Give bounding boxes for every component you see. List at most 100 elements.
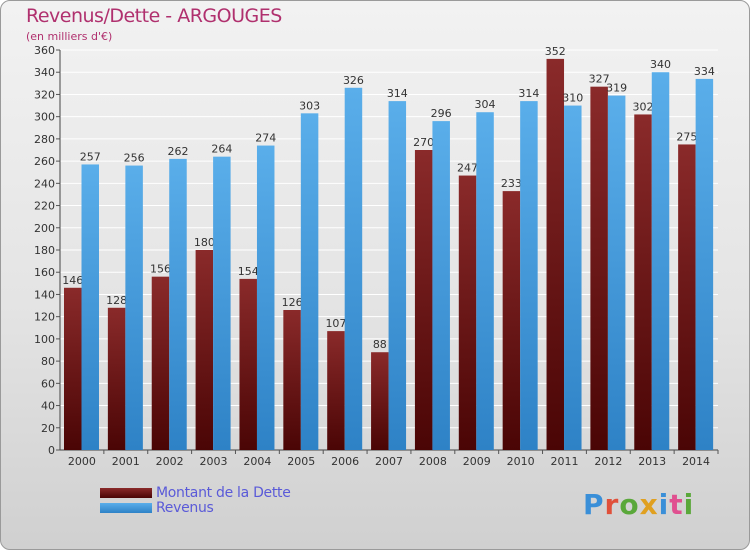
bar-dette: [283, 310, 301, 450]
legend-swatch-revenus: [100, 503, 152, 513]
data-label: 274: [255, 132, 276, 145]
bar-dette: [151, 276, 170, 450]
data-label: 327: [589, 73, 610, 86]
brand-letter: P: [583, 488, 605, 521]
y-tick-label: 40: [41, 400, 55, 413]
bar-revenus: [432, 121, 450, 450]
data-label: 257: [80, 150, 101, 163]
bar-revenus: [213, 156, 231, 450]
data-label: 334: [694, 65, 715, 78]
data-label: 233: [501, 177, 522, 190]
y-tick-label: 180: [34, 244, 55, 257]
y-tick-label: 240: [34, 177, 55, 190]
x-tick-label: 2006: [331, 455, 359, 468]
data-label: 264: [211, 143, 232, 156]
data-label: 275: [676, 130, 697, 143]
y-tick-label: 0: [48, 444, 55, 457]
x-tick-label: 2002: [156, 455, 184, 468]
data-label: 247: [457, 162, 478, 175]
data-label: 340: [650, 58, 671, 71]
y-tick-label: 140: [34, 288, 55, 301]
data-label: 314: [387, 87, 408, 100]
x-tick-label: 2011: [550, 455, 578, 468]
data-label: 88: [373, 338, 387, 351]
data-label: 107: [325, 317, 346, 330]
y-tick-label: 300: [34, 111, 55, 124]
bar-dette: [678, 144, 696, 450]
bar-revenus: [520, 101, 538, 450]
x-tick-label: 2013: [638, 455, 666, 468]
data-label: 156: [150, 263, 171, 276]
bar-revenus: [388, 101, 407, 450]
legend-label-dette: Montant de la Dette: [156, 485, 291, 501]
y-tick-label: 200: [34, 222, 55, 235]
legend-label-revenus: Revenus: [156, 500, 214, 516]
brand-letter: i: [658, 488, 670, 521]
brand-logo: Proxiti: [583, 488, 694, 521]
data-label: 128: [106, 294, 127, 307]
x-tick-label: 2008: [419, 455, 447, 468]
brand-letter: r: [604, 488, 620, 521]
legend-swatch-dette: [100, 488, 152, 498]
data-label: 256: [124, 152, 145, 165]
brand-letter: x: [639, 488, 659, 521]
data-label: 304: [475, 98, 496, 111]
x-tick-label: 2007: [375, 455, 403, 468]
bar-dette: [590, 86, 608, 451]
y-tick-label: 100: [34, 333, 55, 346]
bar-revenus: [695, 78, 714, 450]
x-tick-label: 2004: [243, 455, 271, 468]
bar-revenus: [256, 145, 275, 451]
bar-dette: [414, 150, 433, 450]
data-label: 296: [431, 107, 452, 120]
data-label: 302: [633, 100, 654, 113]
bar-dette: [327, 331, 345, 450]
chart-title: Revenus/Dette - ARGOUGES: [26, 5, 282, 27]
bar-dette: [64, 287, 82, 450]
brand-letter: o: [619, 488, 640, 521]
y-tick-label: 360: [34, 44, 55, 57]
x-tick-label: 2003: [200, 455, 228, 468]
x-tick-label: 2005: [287, 455, 315, 468]
bar-dette: [502, 191, 521, 450]
chart-subtitle: (en milliers d'€): [26, 30, 113, 43]
data-label: 319: [606, 82, 627, 95]
x-tick-label: 2012: [594, 455, 622, 468]
bar-dette: [634, 114, 652, 450]
data-label: 262: [167, 145, 188, 158]
y-tick-label: 160: [34, 266, 55, 279]
y-tick-label: 60: [41, 377, 55, 390]
x-tick-label: 2001: [112, 455, 140, 468]
y-tick-label: 120: [34, 311, 55, 324]
bar-revenus: [476, 112, 494, 450]
bar-revenus: [564, 105, 582, 451]
y-tick-label: 280: [34, 133, 55, 146]
data-label: 326: [343, 74, 364, 87]
bar-revenus: [344, 87, 363, 451]
data-label: 146: [62, 274, 83, 287]
bar-dette: [239, 278, 257, 450]
x-tick-label: 2010: [507, 455, 535, 468]
data-label: 310: [562, 92, 583, 105]
brand-letter: i: [683, 488, 695, 521]
brand-letter: t: [669, 488, 684, 521]
y-tick-label: 260: [34, 155, 55, 168]
bar-dette: [371, 352, 389, 450]
bar-revenus: [125, 165, 143, 451]
y-tick-label: 220: [34, 200, 55, 213]
y-tick-label: 340: [34, 66, 55, 79]
x-tick-label: 2014: [682, 455, 710, 468]
bar-revenus: [81, 164, 99, 450]
x-tick-label: 2000: [68, 455, 96, 468]
bar-revenus: [651, 72, 670, 450]
y-tick-label: 80: [41, 355, 55, 368]
data-label: 352: [545, 45, 566, 58]
data-label: 303: [299, 99, 320, 112]
bar-revenus: [300, 113, 319, 450]
bar-dette: [195, 250, 214, 450]
bar-revenus: [607, 95, 626, 451]
bar-dette: [107, 307, 126, 450]
bar-dette: [458, 175, 477, 451]
bar-revenus: [169, 158, 187, 450]
